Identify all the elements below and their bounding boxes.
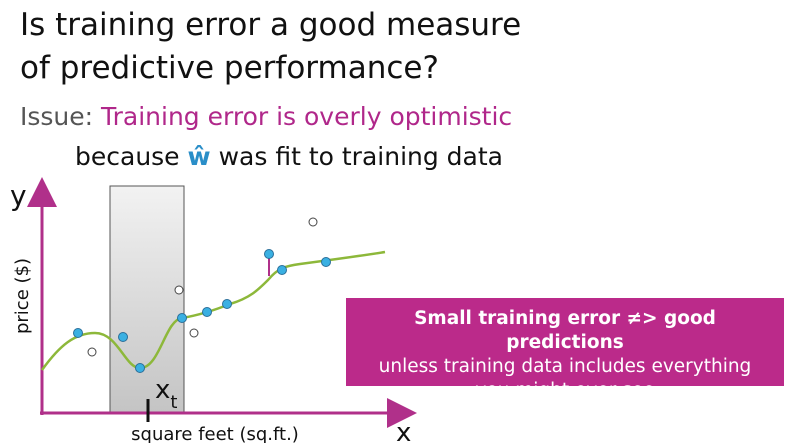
train-point bbox=[222, 299, 232, 309]
test-point bbox=[174, 285, 184, 295]
y-axis-name: y bbox=[10, 179, 27, 212]
callout-headline: Small training error ≠> good predictions bbox=[414, 308, 716, 353]
issue-label: Issue: bbox=[20, 102, 93, 131]
train-point bbox=[73, 328, 83, 338]
test-point bbox=[87, 347, 97, 357]
test-region bbox=[109, 185, 185, 414]
y-axis-label: price ($) bbox=[12, 258, 33, 334]
xt-sub: t bbox=[170, 392, 177, 413]
test-point bbox=[189, 328, 199, 338]
title-line: of predictive performance? bbox=[20, 50, 439, 86]
xt-label: xt bbox=[155, 375, 177, 413]
test-points bbox=[87, 217, 318, 357]
train-point bbox=[118, 332, 128, 342]
fit-curve bbox=[40, 250, 386, 371]
issue-line: Issue: Training error is overly optimist… bbox=[20, 102, 512, 131]
callout: Small training error ≠> good predictions… bbox=[346, 298, 784, 401]
train-point bbox=[177, 313, 187, 323]
because-before: because bbox=[75, 142, 180, 171]
title-line: Is training error a good measure bbox=[20, 7, 521, 43]
x-axis-label: square feet (sq.ft.) bbox=[131, 424, 299, 443]
callout-body: unless training data includes everything… bbox=[378, 356, 752, 401]
train-point bbox=[321, 257, 331, 267]
test-point bbox=[308, 217, 318, 227]
issue-text: Training error is overly optimistic bbox=[100, 102, 512, 131]
train-point bbox=[135, 363, 145, 373]
train-point bbox=[264, 249, 274, 259]
x-axis-name: x bbox=[396, 418, 411, 443]
train-point bbox=[277, 265, 287, 275]
because-after: was fit to training data bbox=[219, 142, 503, 171]
xt-base: x bbox=[155, 375, 170, 405]
train-points bbox=[73, 249, 331, 373]
because-line: because ŵ was fit to training data bbox=[75, 142, 503, 171]
w-hat: ŵ bbox=[188, 142, 211, 171]
train-point bbox=[202, 307, 212, 317]
